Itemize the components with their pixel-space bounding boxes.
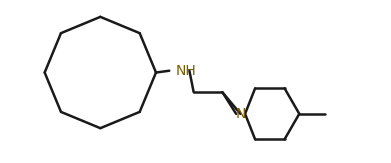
Text: NH: NH (176, 64, 197, 78)
Text: N: N (235, 107, 246, 121)
